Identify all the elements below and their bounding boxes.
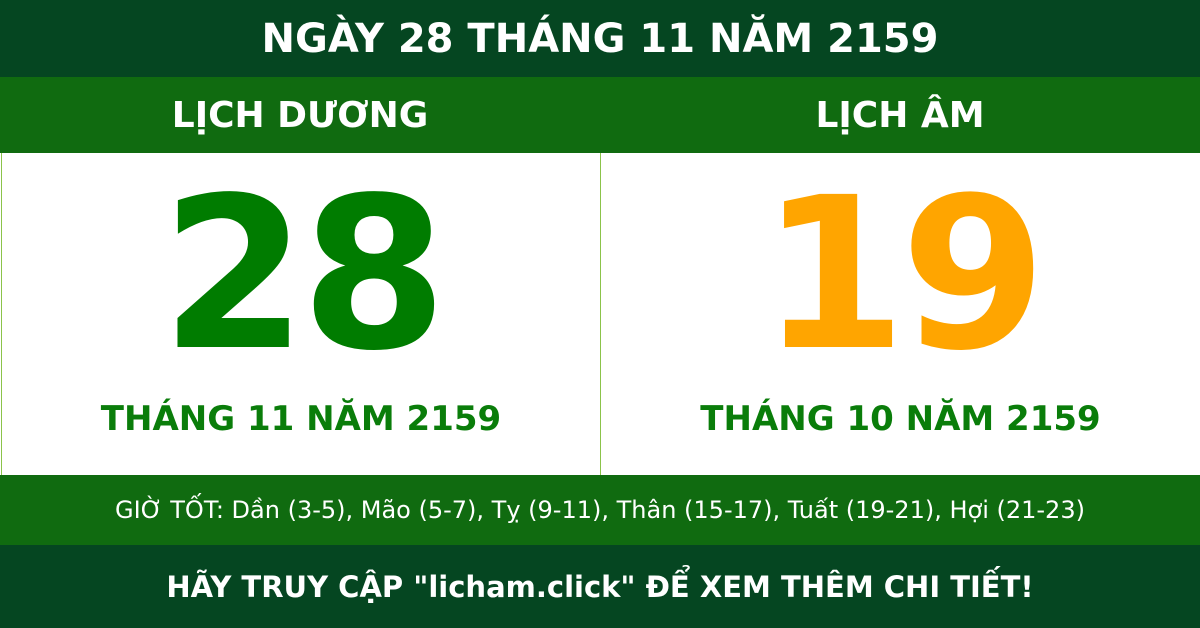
lunar-day: 19 [760, 152, 1046, 397]
calendar-header: LỊCH DƯƠNG LỊCH ÂM [0, 77, 1200, 153]
solar-month-year: THÁNG 11 NĂM 2159 [100, 399, 502, 439]
lunar-label: LỊCH ÂM [815, 95, 985, 136]
lunar-panel: 19 THÁNG 10 NĂM 2159 [600, 153, 1200, 475]
good-hours: GIỜ TỐT: Dần (3-5), Mão (5-7), Tỵ (9-11)… [0, 475, 1200, 545]
footer-cta[interactable]: HÃY TRUY CẬP "licham.click" ĐỂ XEM THÊM … [0, 545, 1200, 628]
solar-label: LỊCH DƯƠNG [171, 95, 429, 136]
solar-panel: 28 THÁNG 11 NĂM 2159 [1, 153, 600, 475]
page-title: NGÀY 28 THÁNG 11 NĂM 2159 [0, 0, 1200, 77]
solar-day: 28 [160, 152, 447, 397]
lunar-month-year: THÁNG 10 NĂM 2159 [700, 399, 1101, 439]
